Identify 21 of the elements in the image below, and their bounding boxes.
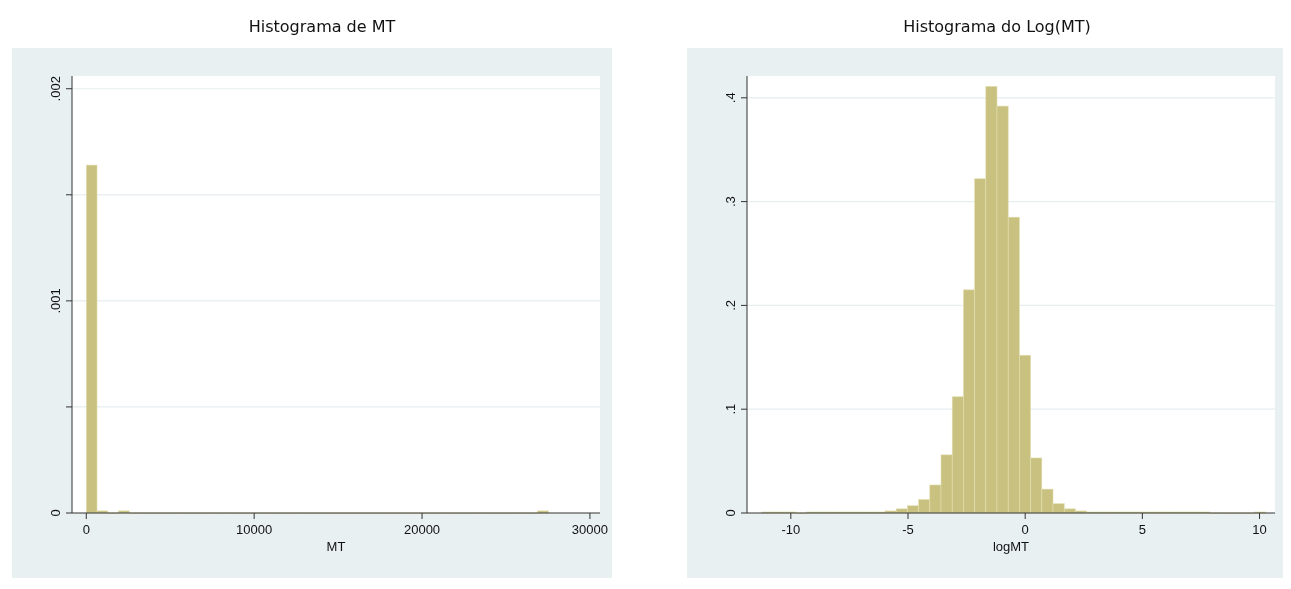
x-tick-label: 30000	[571, 522, 609, 537]
y-tick-label: .3	[723, 196, 738, 208]
y-tick-label: .001	[48, 288, 63, 314]
x-axis-title: MT	[326, 539, 346, 554]
y-tick-label: .1	[723, 403, 738, 415]
y-tick-label: .4	[723, 92, 738, 104]
x-tick-label: 10	[1252, 522, 1267, 537]
y-tick-label: .002	[48, 76, 63, 102]
x-axis-title: logMT	[992, 539, 1030, 554]
x-tick-label: 10000	[236, 522, 273, 537]
x-tick-label: -10	[781, 522, 801, 537]
y-tick-label: 0	[723, 509, 738, 517]
y-tick-label: 0	[48, 509, 63, 517]
chart-title: Histograma do Log(MT)	[903, 17, 1091, 36]
chart-title: Histograma de MT	[248, 17, 396, 36]
y-tick-label: .2	[723, 299, 738, 311]
x-tick-label: 0	[1021, 522, 1029, 537]
x-tick-label: -5	[902, 522, 914, 537]
x-tick-label: 0	[82, 522, 90, 537]
x-tick-label: 20000	[403, 522, 441, 537]
x-tick-label: 5	[1138, 522, 1146, 537]
